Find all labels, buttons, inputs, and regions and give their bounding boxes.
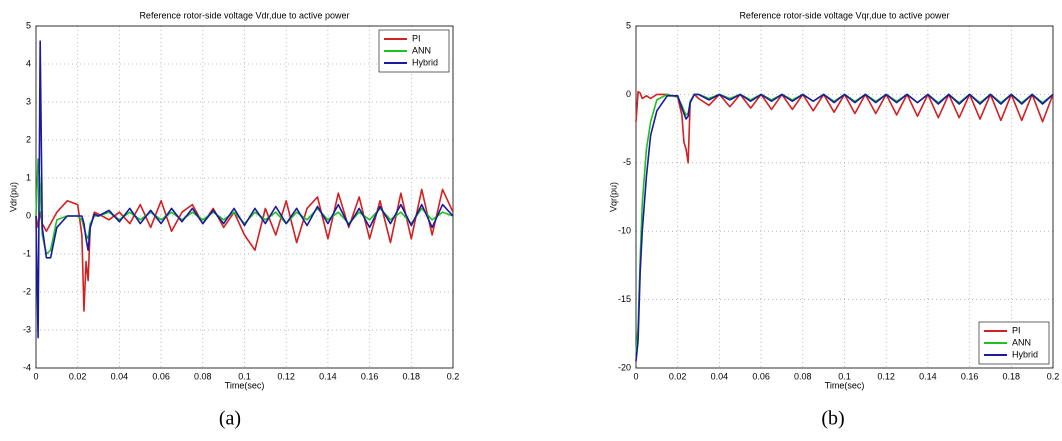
caption: (b): [821, 408, 844, 430]
y-tick-label: -10: [618, 226, 631, 236]
y-tick-label: -1: [23, 248, 31, 258]
x-tick-label: 0.18: [403, 371, 421, 381]
x-tick-label: 0.06: [152, 371, 170, 381]
y-tick-label: -20: [618, 362, 631, 372]
y-tick-label: 3: [26, 96, 31, 106]
series-line: [35, 40, 454, 339]
x-tick-label: 0.02: [69, 371, 87, 381]
y-tick-label: -5: [623, 157, 631, 167]
x-axis-label: Time(sec): [825, 380, 865, 390]
y-axis-label: Vqr(pu): [608, 182, 618, 212]
x-axis-label: Time(sec): [225, 380, 265, 390]
legend-label: Hybrid: [1012, 349, 1038, 359]
y-tick-label: 0: [26, 210, 31, 220]
series-line: [635, 93, 1054, 362]
y-tick-label: 5: [626, 20, 631, 30]
legend-label: Hybrid: [412, 57, 438, 67]
x-tick-label: 0.16: [361, 371, 379, 381]
x-tick-label: 0: [33, 371, 38, 381]
y-tick-label: -15: [618, 294, 631, 304]
caption: (a): [219, 408, 241, 430]
x-tick-label: 0.1: [238, 371, 251, 381]
y-tick-label: -3: [23, 324, 31, 334]
x-tick-label: 0.18: [1003, 371, 1021, 381]
y-tick-label: 4: [26, 58, 31, 68]
x-tick-label: 0.08: [194, 371, 212, 381]
y-tick-label: 1: [26, 172, 31, 182]
chart-title: Reference rotor-side voltage Vqr,due to …: [739, 10, 949, 20]
x-tick-label: 0.2: [447, 371, 460, 381]
legend-label: PI: [1012, 325, 1021, 335]
plot-frame: [35, 25, 454, 369]
y-tick-label: 5: [26, 20, 31, 30]
chart-title: Reference rotor-side voltage Vdr,due to …: [139, 10, 349, 20]
y-tick-label: 2: [26, 134, 31, 144]
y-tick-label: -4: [23, 362, 31, 372]
x-tick-label: 0: [633, 371, 638, 381]
x-tick-label: 0.08: [794, 371, 812, 381]
series-line: [635, 93, 1054, 355]
x-tick-label: 0.14: [319, 371, 337, 381]
x-tick-label: 0.04: [111, 371, 129, 381]
x-tick-label: 0.2: [1047, 371, 1060, 381]
x-tick-label: 0.04: [711, 371, 729, 381]
legend-label: PI: [412, 33, 421, 43]
x-tick-label: 0.14: [919, 371, 937, 381]
plot-frame: [635, 25, 1054, 369]
legend-label: ANN: [412, 45, 431, 55]
x-tick-label: 0.12: [277, 371, 295, 381]
series-line: [35, 188, 454, 312]
x-tick-label: 0.06: [752, 371, 770, 381]
y-tick-label: -2: [23, 286, 31, 296]
x-tick-label: 0.12: [877, 371, 895, 381]
legend-label: ANN: [1012, 337, 1031, 347]
x-tick-label: 0.02: [669, 371, 687, 381]
y-axis-label: Vdr(pu): [8, 182, 18, 212]
x-tick-label: 0.1: [838, 371, 851, 381]
x-tick-label: 0.16: [961, 371, 979, 381]
y-tick-label: 0: [626, 89, 631, 99]
